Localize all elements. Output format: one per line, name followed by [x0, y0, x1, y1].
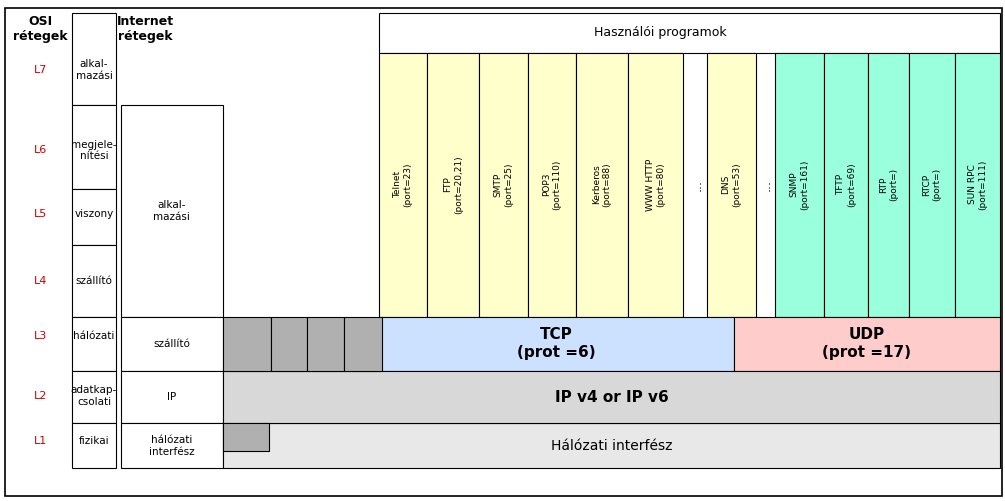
Bar: [379, 13, 1000, 53]
Text: OSI
rétegek: OSI rétegek: [13, 15, 67, 43]
Text: NFSNET
IGP
(prot=85): NFSNET IGP (prot=85): [348, 323, 378, 365]
Text: ICMP
(prot=1): ICMP (prot=1): [237, 325, 257, 362]
Text: szállító: szállító: [75, 276, 113, 286]
Text: WWW HTTP
(port=80): WWW HTTP (port=80): [646, 158, 665, 211]
Text: IP v4 or IP v6: IP v4 or IP v6: [555, 390, 668, 404]
Bar: [121, 317, 223, 371]
Text: fizikai: fizikai: [78, 436, 110, 446]
Text: Internet
rétegek: Internet rétegek: [118, 15, 174, 43]
Text: TCP
(prot =6): TCP (prot =6): [517, 328, 596, 360]
Text: L5: L5: [33, 209, 47, 219]
Bar: [479, 53, 528, 317]
Text: L1: L1: [33, 436, 47, 446]
Bar: [72, 371, 116, 423]
Text: L4: L4: [33, 276, 47, 286]
Text: RTCP
(port=): RTCP (port=): [922, 168, 942, 201]
Text: L6: L6: [33, 145, 47, 155]
Text: megjele-
nítési: megjele- nítési: [71, 139, 117, 161]
Text: private
IGP
(prot=9): private IGP (prot=9): [311, 325, 340, 362]
Text: UDP
(prot =17): UDP (prot =17): [822, 328, 912, 360]
Text: hálózati
interfész: hálózati interfész: [149, 435, 195, 457]
Text: IP: IP: [167, 392, 177, 402]
Bar: [909, 53, 955, 317]
Bar: [775, 53, 824, 317]
Text: SMTP
(port=25): SMTP (port=25): [493, 162, 514, 207]
Bar: [72, 189, 116, 245]
Text: viszony: viszony: [74, 209, 114, 219]
Bar: [223, 423, 1000, 468]
Text: POP3
(port=110): POP3 (port=110): [542, 159, 562, 210]
Bar: [379, 53, 427, 317]
Text: adatkap-
csolati: adatkap- csolati: [70, 385, 118, 407]
Text: ARP: ARP: [236, 432, 256, 442]
Bar: [576, 53, 628, 317]
Text: DNS
(port=53): DNS (port=53): [722, 162, 741, 207]
Text: Telnet
(port=23): Telnet (port=23): [393, 162, 413, 207]
Bar: [707, 53, 756, 317]
Text: L3: L3: [33, 331, 47, 341]
Bar: [734, 317, 1000, 371]
Bar: [307, 317, 344, 371]
Text: alkal-
mazási: alkal- mazási: [154, 200, 190, 222]
Bar: [528, 53, 576, 317]
Text: EGP
(prot=8): EGP (prot=8): [279, 325, 298, 362]
Text: FTP
(port=20,21): FTP (port=20,21): [443, 155, 463, 214]
Bar: [628, 53, 683, 317]
Text: Kerberos
(port=88): Kerberos (port=88): [592, 162, 612, 207]
Bar: [72, 423, 116, 468]
Text: RTP
(port=): RTP (port=): [878, 168, 898, 201]
Bar: [121, 105, 223, 317]
Text: L2: L2: [33, 391, 47, 401]
Text: alkal-
mazási: alkal- mazási: [75, 59, 113, 81]
Bar: [379, 317, 734, 371]
Bar: [223, 317, 271, 371]
Text: szállító: szállító: [154, 339, 190, 349]
Text: SUN RPC
(port=111): SUN RPC (port=111): [968, 159, 987, 210]
Bar: [824, 53, 868, 317]
Bar: [344, 317, 382, 371]
Bar: [121, 423, 223, 468]
Bar: [223, 423, 269, 451]
Text: L7: L7: [33, 65, 47, 75]
Bar: [868, 53, 909, 317]
Bar: [72, 105, 116, 189]
Bar: [121, 371, 223, 423]
Bar: [427, 53, 479, 317]
Bar: [271, 317, 307, 371]
Bar: [223, 371, 1000, 423]
Text: hálózati: hálózati: [73, 331, 115, 341]
Text: ...: ...: [691, 179, 704, 190]
Text: ...: ...: [373, 337, 385, 350]
Bar: [955, 53, 1000, 317]
Bar: [72, 13, 116, 105]
Text: Használói programok: Használói programok: [594, 26, 727, 39]
Text: TFTP
(port=69): TFTP (port=69): [836, 162, 856, 207]
Text: ...: ...: [760, 179, 772, 190]
Bar: [72, 245, 116, 317]
Bar: [72, 317, 116, 371]
Text: SNMP
(port=161): SNMP (port=161): [790, 159, 809, 210]
Text: Hálózati interfész: Hálózati interfész: [551, 439, 672, 453]
